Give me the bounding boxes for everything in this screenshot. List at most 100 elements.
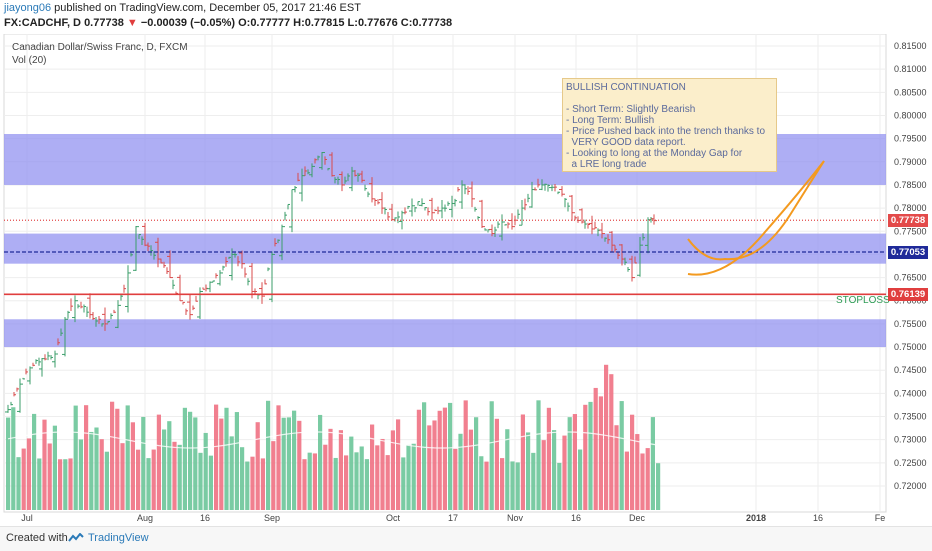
footer: Created with TradingView (0, 526, 932, 551)
volume-bar (281, 417, 286, 510)
volume-bar (188, 411, 193, 510)
note-line: - Short Term: Slightly Bearish (566, 104, 696, 115)
price-chart[interactable]: 0.81500 0.81000 0.80500 0.80000 0.79500 0.790… (0, 34, 932, 526)
price-axis-label: 0.76139 (888, 288, 928, 302)
volume-bar (182, 407, 187, 510)
volume-bar (11, 407, 16, 510)
volume-bar (84, 405, 89, 510)
x-tick-label: Oct (386, 513, 401, 523)
x-tick-label: 17 (448, 513, 458, 523)
volume-bar (437, 410, 442, 510)
volume-bar (588, 401, 593, 510)
volume-bar (47, 443, 52, 510)
annotation-note[interactable]: BULLISH CONTINUATION - Short Term: Sligh… (562, 78, 777, 172)
note-line: - Price Pushed back into the trench than… (566, 126, 765, 137)
volume-bar (240, 447, 245, 510)
volume-bar (484, 461, 489, 510)
volume-bar (151, 449, 156, 510)
volume-bar (468, 429, 473, 510)
volume-bar (432, 420, 437, 510)
projection-curve (687, 160, 825, 276)
volume-bar (546, 407, 551, 510)
volume-bar (323, 444, 328, 510)
volume-bar (250, 456, 255, 510)
ohlc-values: O:0.77777 H:0.77815 L:0.77676 C:0.77738 (238, 17, 453, 29)
tradingview-brand-link[interactable]: TradingView (88, 532, 149, 544)
volume-bar (541, 440, 546, 510)
y-tick-label: 0.78500 (894, 180, 927, 190)
y-tick-label: 0.81500 (894, 41, 927, 51)
volume-bar (494, 418, 499, 510)
support-resistance-zone (4, 319, 886, 348)
y-tick-label: 0.78000 (894, 203, 927, 213)
y-tick-label: 0.72500 (894, 458, 927, 468)
volume-bar (515, 462, 520, 510)
volume-bar (276, 405, 281, 510)
volume-bar (390, 430, 395, 510)
volume-bar (526, 432, 531, 510)
author-link[interactable]: jiayong06 (4, 2, 52, 14)
volume-bar (370, 424, 375, 510)
volume-bar (375, 445, 380, 510)
x-tick-label: 16 (200, 513, 210, 523)
x-tick-label: Jul (21, 513, 33, 523)
y-tick-label: 0.73000 (894, 435, 927, 445)
volume-bar (245, 461, 250, 510)
volume-bar (448, 402, 453, 510)
y-tick-label: 0.72000 (894, 481, 927, 491)
x-tick-label: Fe (875, 513, 886, 523)
volume-bar (172, 441, 177, 510)
volume-bar (406, 444, 411, 510)
volume-bar (640, 453, 645, 510)
volume-bar (609, 374, 614, 510)
volume-bar (78, 439, 83, 510)
volume-bar (328, 428, 333, 510)
y-tick-label: 0.74000 (894, 388, 927, 398)
volume-bar (583, 404, 588, 510)
volume-bar (286, 417, 291, 510)
volume-bar (359, 446, 364, 510)
volume-bar (63, 459, 68, 510)
volume-bar (297, 420, 302, 510)
volume-bar (531, 452, 536, 510)
volume-bar (214, 404, 219, 510)
note-line: VERY GOOD data report. (566, 137, 686, 148)
volume-bar (141, 416, 146, 510)
volume-bar (598, 396, 603, 510)
volume-bar (344, 455, 349, 510)
symbol-line: FX:CADCHF, D 0.77738 ▼ −0.00039 (−0.05%)… (4, 17, 452, 29)
volume-bar (307, 452, 312, 510)
y-tick-label: 0.80500 (894, 87, 927, 97)
volume-bar (292, 410, 297, 510)
y-tick-label: 0.76500 (894, 273, 927, 283)
volume-ma-line (7, 431, 659, 449)
last-price: 0.77738 (84, 17, 124, 29)
volume-bar (333, 457, 338, 510)
volume-bar (593, 387, 598, 510)
x-tick-label: Aug (137, 513, 153, 523)
volume-bar (16, 457, 21, 510)
volume-bar (266, 400, 271, 510)
stoploss-label: STOPLOSS (836, 295, 890, 306)
volume-bar (130, 422, 135, 510)
note-title: BULLISH CONTINUATION (566, 82, 686, 93)
y-tick-label: 0.77500 (894, 226, 927, 236)
volume-bar (552, 430, 557, 510)
volume-bar (271, 441, 276, 510)
y-tick-label: 0.80000 (894, 110, 927, 120)
publish-line: jiayong06 published on TradingView.com, … (4, 2, 361, 14)
volume-bar (416, 409, 421, 510)
volume-bar (6, 417, 11, 510)
volume-bar (37, 458, 42, 510)
chart-header: jiayong06 published on TradingView.com, … (0, 0, 932, 34)
volume-bar (572, 414, 577, 510)
volume-bar (536, 400, 541, 510)
volume-label: Vol (20) (12, 55, 47, 66)
volume-bar (177, 444, 182, 510)
note-line: - Looking to long at the Monday Gap for (566, 148, 743, 159)
x-tick-label: 2018 (746, 513, 766, 523)
volume-bar (604, 364, 609, 510)
price-change: −0.00039 (−0.05%) (140, 17, 236, 29)
y-tick-label: 0.73500 (894, 412, 927, 422)
volume-bar (411, 443, 416, 510)
